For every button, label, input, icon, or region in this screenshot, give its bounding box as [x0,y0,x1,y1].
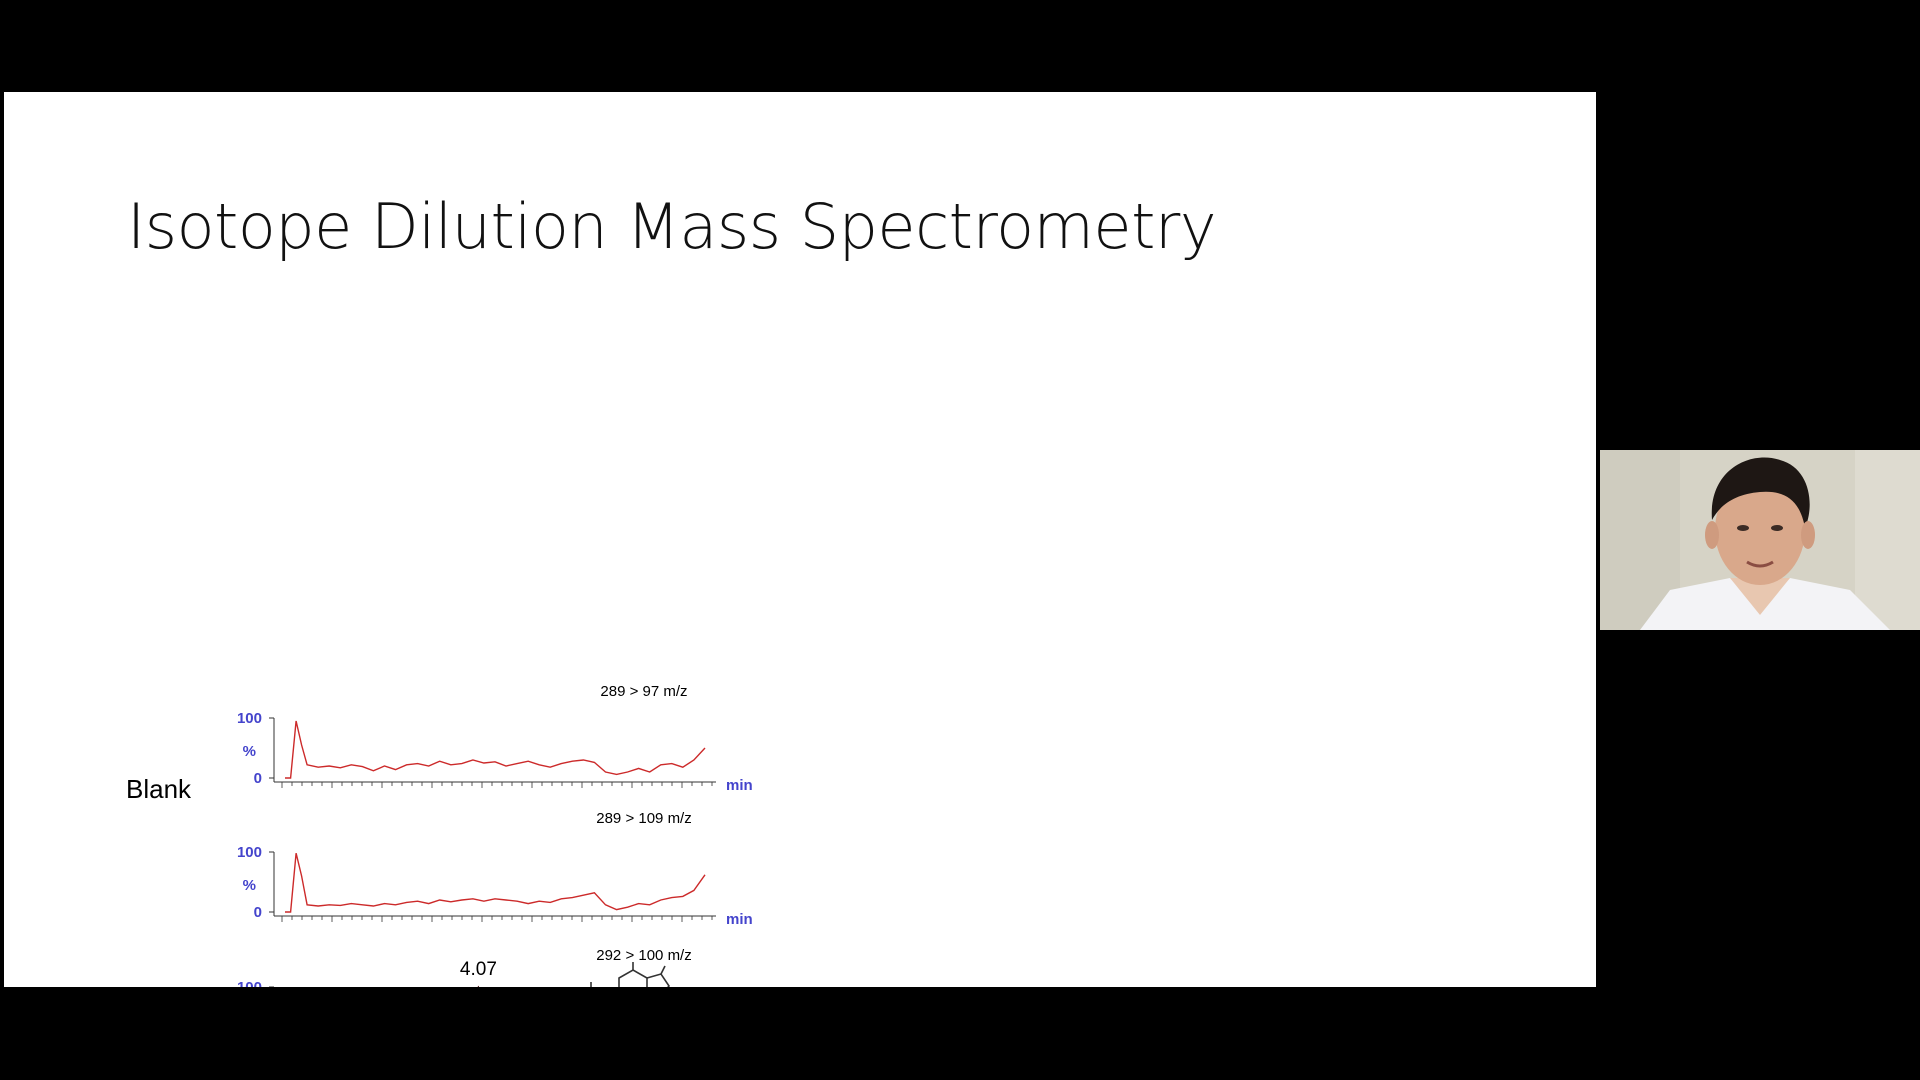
transition-label: 292 > 100 m/z [596,947,691,964]
x-unit-label: min [726,911,753,928]
peak-retention-time-label: 4.07 [460,959,497,980]
transition-label: 289 > 97 m/z [600,683,687,700]
y-tick-label: 100 [237,844,262,861]
webcam-video [1600,450,1920,630]
transition-label: 289 > 109 m/z [596,810,691,827]
chromatogram-figure: 289 > 97 m/z 100% 0 min 289 > 109 m/z 100% 0 mi… [204,572,784,987]
y-tick-label: 0 [254,904,262,921]
y-tick-label: % [243,877,256,894]
sample-label: Blank [126,774,192,804]
y-tick-label: 0 [254,770,262,787]
y-tick-label: 100 [237,710,262,727]
x-unit-label: min [726,777,753,794]
chromatogram-svg: 289 > 97 m/z 100% 0 min 289 > 109 m/z 100% 0 mi… [237,683,753,987]
chromatogram-trace [285,720,706,779]
presenter-avatar [1600,450,1920,630]
slide-title: Isotope Dilution Mass Spectrometry [127,190,1217,263]
y-tick-label: 100 [237,979,262,987]
presentation-slide: Isotope Dilution Mass Spectrometry Blank… [4,92,1596,987]
y-tick-label: % [243,743,256,760]
steroid-structure-icon [590,962,670,987]
chromatogram-trace [285,853,706,913]
